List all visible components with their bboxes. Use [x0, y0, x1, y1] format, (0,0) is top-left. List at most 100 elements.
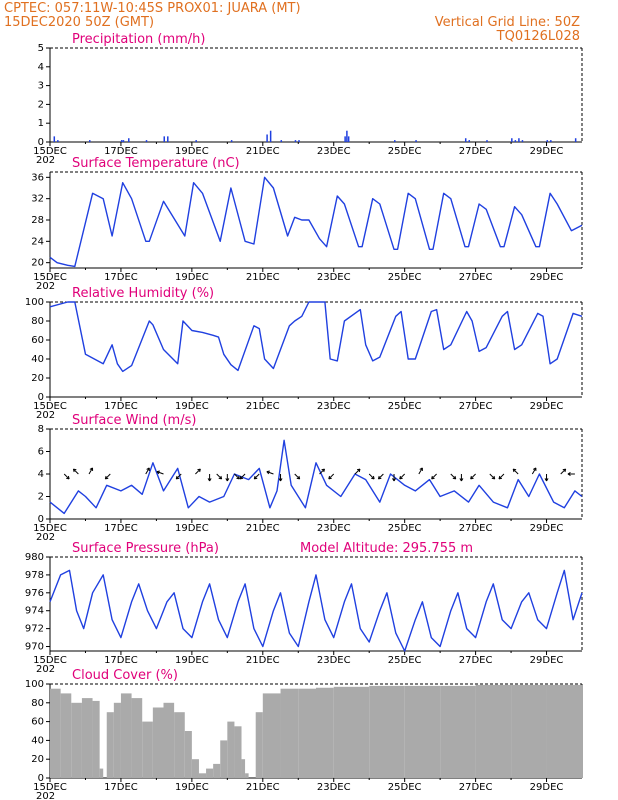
panel-title: Surface Pressure (hPa)	[72, 541, 219, 556]
wind-arrow-head	[532, 467, 537, 470]
wind-arrow	[431, 473, 437, 480]
wind-arrow-head	[176, 477, 180, 480]
wind-arrow-head	[378, 477, 382, 480]
wind-arrow-head	[197, 468, 201, 471]
cloud-bar	[198, 773, 207, 778]
precip-bar	[550, 140, 552, 142]
wind-arrow	[73, 468, 79, 475]
x-tick-label: 19DEC	[175, 782, 209, 793]
cloud-bar	[60, 693, 72, 778]
wind-arrow-head	[72, 468, 75, 473]
precip-bar	[53, 136, 56, 142]
cloud-bar	[582, 684, 583, 778]
y-tick-label: 978	[25, 570, 44, 581]
cloud-bar	[316, 687, 334, 778]
y-tick-label: 0	[38, 392, 44, 403]
x-tick-label: 19DEC	[175, 146, 209, 157]
wind-arrow-head	[209, 478, 212, 482]
cloud-bar	[106, 712, 114, 778]
wind-arrow-head	[321, 468, 325, 471]
x-tick-label: 29DEC	[530, 146, 564, 157]
wind-arrow	[450, 473, 457, 480]
cloud-bar	[255, 712, 263, 778]
precip-bar	[486, 140, 488, 142]
series-line-rh	[49, 301, 583, 373]
x-tick-label: 17DEC	[104, 782, 138, 793]
header-date: 15DEC2020 50Z (GMT)	[4, 15, 154, 30]
wind-arrow-head	[562, 468, 566, 471]
x-tick-label: 17DEC	[104, 523, 138, 534]
x-tick-label: 23DEC	[317, 401, 351, 412]
wind-arrow	[470, 473, 476, 480]
y-tick-label: 36	[31, 172, 44, 183]
precip-bar	[57, 140, 59, 142]
precip-bar	[521, 140, 524, 142]
x-tick-label: 27DEC	[459, 146, 493, 157]
x-tick-label: 27DEC	[459, 523, 493, 534]
wind-arrow-head	[460, 478, 464, 482]
x-tick-label: 21DEC	[246, 655, 280, 666]
x-tick-label: 15DEC	[33, 782, 67, 793]
cloud-bar	[280, 688, 299, 778]
wind-arrow-head	[266, 471, 270, 475]
wind-arrow-head	[356, 468, 361, 471]
x-year-label: 202	[36, 155, 55, 166]
y-tick-label: 20	[31, 258, 44, 269]
wind-arrow	[175, 473, 182, 480]
precip-bar	[266, 134, 268, 142]
cloud-bar	[206, 768, 214, 778]
precip-bar	[163, 136, 165, 142]
x-tick-label: 29DEC	[530, 782, 564, 793]
y-tick-label: 100	[25, 297, 44, 308]
y-tick-label: 0	[38, 514, 44, 525]
wind-arrow-head	[89, 467, 93, 470]
panel-extra-label: Model Altitude: 295.755 m	[300, 541, 473, 556]
precip-bar	[167, 136, 169, 142]
panel-pres: Surface Pressure (hPa) Model Altitude: 29…	[25, 541, 583, 675]
series-line-wind	[49, 439, 583, 515]
y-tick-label: 32	[31, 194, 44, 205]
wind-arrow-head	[67, 475, 70, 480]
y-tick-label: 28	[31, 215, 44, 226]
x-tick-label: 29DEC	[530, 401, 564, 412]
precip-bar	[280, 140, 283, 142]
x-tick-label: 19DEC	[175, 401, 209, 412]
wind-arrow-head	[546, 478, 549, 482]
y-tick-label: 80	[31, 316, 44, 327]
x-tick-label: 21DEC	[246, 146, 280, 157]
y-tick-label: 2	[38, 492, 44, 503]
wind-arrow-head	[156, 471, 160, 475]
precip-bar	[120, 140, 123, 142]
y-tick-label: 20	[31, 754, 44, 765]
wind-arrow-head	[512, 468, 515, 473]
header-code: TQ0126L028	[496, 29, 580, 44]
wind-arrow	[531, 467, 537, 475]
precip-bar	[546, 140, 549, 142]
x-tick-label: 19DEC	[175, 272, 209, 283]
x-tick-label: 21DEC	[246, 401, 280, 412]
wind-arrow	[328, 473, 335, 480]
series-line-temp	[49, 176, 583, 268]
wind-arrow-head	[254, 477, 258, 480]
x-tick-label: 25DEC	[388, 655, 422, 666]
x-tick-label: 25DEC	[388, 523, 422, 534]
y-tick-label: 1	[38, 118, 44, 129]
y-tick-label: 980	[25, 552, 44, 563]
precip-bar	[511, 138, 513, 142]
wind-arrow	[195, 468, 201, 475]
wind-arrow	[266, 471, 274, 475]
x-tick-label: 23DEC	[317, 146, 351, 157]
cloud-bar	[220, 740, 228, 778]
wind-arrow-head	[226, 478, 230, 482]
x-tick-label: 23DEC	[317, 523, 351, 534]
cloud-bar	[546, 684, 582, 778]
cloud-bar	[71, 702, 82, 778]
wind-arrow-head	[399, 477, 403, 480]
wind-arrow	[418, 467, 423, 475]
y-tick-label: 3	[38, 81, 44, 92]
cloud-bar	[245, 773, 249, 778]
x-tick-label: 27DEC	[459, 655, 493, 666]
x-tick-label: 27DEC	[459, 272, 493, 283]
y-tick-label: 972	[25, 624, 44, 635]
